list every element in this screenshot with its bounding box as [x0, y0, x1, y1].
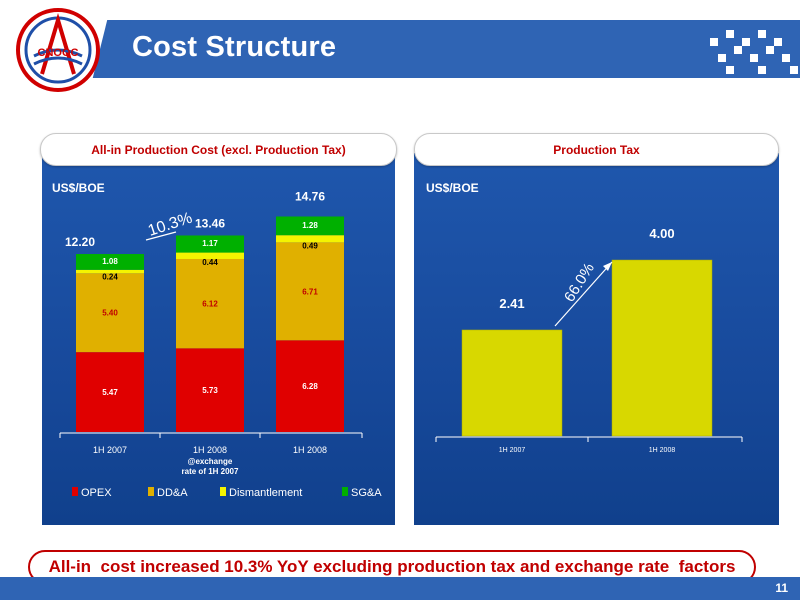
page-number: 11: [775, 581, 788, 595]
data-label-1-1: 6.12: [202, 300, 218, 309]
data-label-0-2: 6.28: [302, 382, 318, 391]
legend-label-3: SG&A: [351, 487, 382, 499]
bar-sga-2: [276, 216, 344, 236]
data-label-0-1: 5.73: [202, 386, 218, 395]
tax-chart-title: Production Tax: [414, 133, 779, 166]
bar-dismantlement-2: [276, 235, 344, 243]
x-tick-label-2: 1H 2008: [293, 445, 327, 455]
company-logo: CNOOC: [16, 8, 100, 92]
bar-opex-0: [76, 352, 144, 432]
x-tick-note-1a: @exchange: [188, 457, 233, 466]
tax-bar-0: [461, 329, 563, 437]
bar-dismantlement-0: [76, 269, 144, 274]
tax-unit-label: US$/BOE: [426, 181, 479, 195]
tax-value-label-1: 4.00: [649, 226, 674, 241]
bar-dda-1: [176, 258, 244, 349]
legend-swatch-2: [220, 487, 226, 496]
total-label-1: 13.46: [195, 216, 225, 230]
logo-text: CNOOC: [38, 47, 79, 59]
x-tick-label-0: 1H 2007: [93, 445, 127, 455]
data-label-2-1: 0.44: [202, 258, 218, 267]
tax-growth-annotation: 66.0%: [561, 260, 598, 305]
bar-sga-0: [76, 254, 144, 270]
header-pattern: [690, 20, 800, 78]
tax-x-tick-label-0: 1H 2007: [499, 447, 526, 454]
tax-x-tick-label-1: 1H 2008: [649, 447, 676, 454]
page-title: Cost Structure: [132, 31, 337, 63]
data-label-3-0: 1.08: [102, 257, 118, 266]
tax-growth-arrow: [554, 261, 613, 327]
total-label-2: 14.76: [295, 190, 325, 204]
bar-opex-2: [276, 340, 344, 432]
bar-opex-1: [176, 348, 244, 432]
tax-bar-1: [611, 259, 713, 437]
legend-label-0: OPEX: [81, 487, 112, 499]
data-label-2-2: 0.49: [302, 241, 318, 250]
cost-chart-title: All-in Production Cost (excl. Production…: [40, 133, 397, 166]
total-label-0: 12.20: [65, 235, 95, 249]
data-label-3-2: 1.28: [302, 221, 318, 230]
x-tick-note-1b: rate of 1H 2007: [182, 467, 239, 476]
data-label-3-1: 1.17: [202, 239, 218, 248]
bar-dda-0: [76, 273, 144, 353]
footer-band: [0, 577, 800, 600]
data-label-1-2: 6.71: [302, 287, 318, 296]
legend-label-2: Dismantlement: [229, 487, 302, 499]
cost-unit-label: US$/BOE: [52, 181, 105, 195]
data-label-0-0: 5.47: [102, 388, 118, 397]
title-bar: [112, 20, 800, 78]
bar-dismantlement-1: [176, 252, 244, 259]
x-tick-label-1: 1H 2008: [193, 445, 227, 455]
data-label-2-0: 0.24: [102, 272, 118, 281]
tax-growth-arrowhead: [603, 262, 612, 271]
legend-swatch-3: [342, 487, 348, 496]
legend-label-1: DD&A: [157, 487, 188, 499]
growth-annotation: 10.3%: [146, 210, 194, 240]
data-label-1-0: 5.40: [102, 309, 118, 318]
bar-dda-2: [276, 242, 344, 341]
tax-value-label-0: 2.41: [499, 296, 524, 311]
legend-swatch-0: [72, 487, 78, 496]
growth-arrow: [145, 231, 177, 241]
legend-swatch-1: [148, 487, 154, 496]
bar-sga-1: [176, 235, 244, 253]
